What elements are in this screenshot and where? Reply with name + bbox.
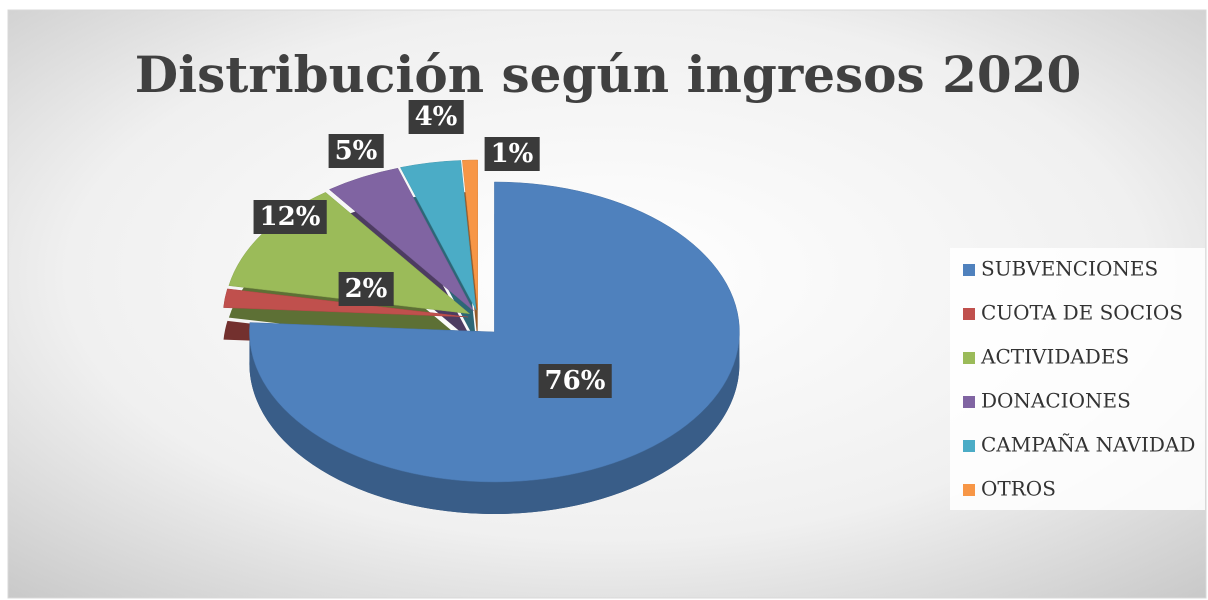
data-label-text: 5% (335, 136, 378, 166)
legend-label: SUBVENCIONES (981, 257, 1158, 281)
data-label-text: 4% (415, 102, 458, 132)
legend-label: CAMPAÑA NAVIDAD (981, 433, 1195, 457)
data-label: 2% (338, 272, 394, 306)
data-label: 4% (408, 100, 464, 134)
data-label-text: 12% (260, 202, 321, 232)
legend-label: DONACIONES (981, 389, 1131, 413)
data-label-text: 2% (345, 274, 388, 304)
legend-label: CUOTA DE SOCIOS (981, 301, 1183, 325)
legend-swatch (963, 440, 975, 452)
slice (462, 159, 478, 311)
slice (400, 160, 477, 311)
data-label: 76% (538, 364, 612, 398)
legend-background (950, 248, 1205, 510)
chart-title: Distribución según ingresos 2020 (135, 45, 1082, 104)
data-label: 12% (253, 200, 327, 234)
data-label-text: 1% (491, 139, 534, 169)
legend-swatch (963, 264, 975, 276)
slice (328, 167, 474, 312)
legend-swatch (963, 484, 975, 496)
data-label: 5% (328, 134, 384, 168)
data-label-box (328, 134, 384, 168)
legend-label: ACTIVIDADES (980, 345, 1129, 369)
data-label-box (484, 137, 540, 171)
data-label: 1% (484, 137, 540, 171)
slice (249, 181, 740, 483)
data-label-box (338, 272, 394, 306)
legend-swatch (963, 352, 975, 364)
data-label-box (253, 200, 327, 234)
data-label-text: 76% (545, 366, 606, 396)
slice-side (249, 331, 740, 514)
legend-label: OTROS (981, 477, 1056, 501)
legend-swatch (963, 396, 975, 408)
legend-swatch (963, 308, 975, 320)
data-label-box (538, 364, 612, 398)
data-label-box (408, 100, 464, 134)
